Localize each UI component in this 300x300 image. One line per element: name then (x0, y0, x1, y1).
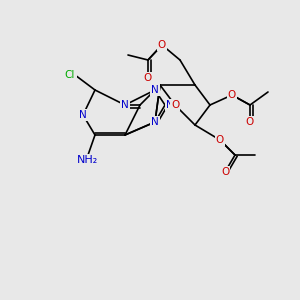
Text: O: O (158, 40, 166, 50)
Text: O: O (171, 100, 179, 110)
Text: O: O (228, 90, 236, 100)
Text: N: N (166, 100, 174, 110)
Text: O: O (144, 73, 152, 83)
Text: Cl: Cl (65, 70, 75, 80)
Text: O: O (216, 135, 224, 145)
Text: NH₂: NH₂ (77, 155, 99, 165)
Text: N: N (151, 85, 159, 95)
Text: N: N (79, 110, 87, 120)
Text: O: O (221, 167, 229, 177)
Text: N: N (151, 117, 159, 127)
Text: O: O (246, 117, 254, 127)
Text: N: N (121, 100, 129, 110)
